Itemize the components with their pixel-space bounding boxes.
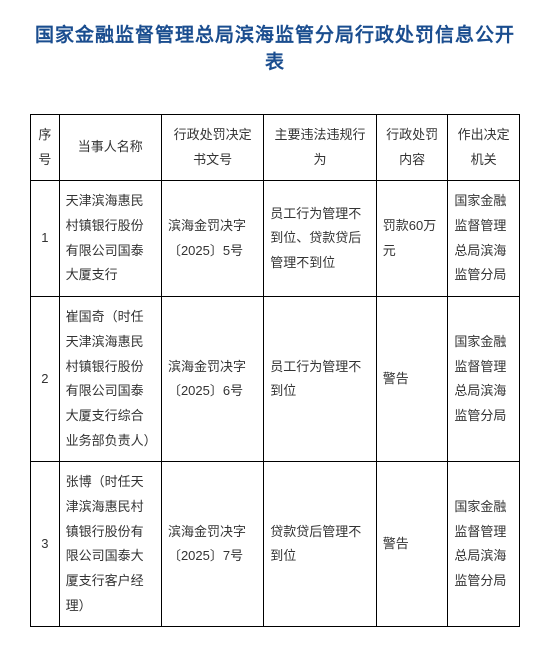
cell-docno: 滨海金罚决字〔2025〕7号 xyxy=(161,462,263,627)
cell-penalty: 罚款60万元 xyxy=(376,181,448,297)
cell-docno: 滨海金罚决字〔2025〕6号 xyxy=(161,297,263,462)
col-header-seq: 序号 xyxy=(31,115,60,181)
col-header-authority: 作出决定机关 xyxy=(448,115,520,181)
cell-docno: 滨海金罚决字〔2025〕5号 xyxy=(161,181,263,297)
cell-penalty: 警告 xyxy=(376,297,448,462)
table-row: 1 天津滨海惠民村镇银行股份有限公司国泰大厦支行 滨海金罚决字〔2025〕5号 … xyxy=(31,181,520,297)
table-header-row: 序号 当事人名称 行政处罚决定书文号 主要违法违规行为 行政处罚内容 作出决定机… xyxy=(31,115,520,181)
page-title: 国家金融监督管理总局滨海监管分局行政处罚信息公开表 xyxy=(30,20,520,74)
cell-authority: 国家金融监督管理总局滨海监管分局 xyxy=(448,181,520,297)
cell-name: 崔国奇（时任天津滨海惠民村镇银行股份有限公司国泰大厦支行综合业务部负责人） xyxy=(59,297,161,462)
cell-violation: 员工行为管理不到位 xyxy=(264,297,377,462)
cell-name: 张博（时任天津滨海惠民村镇银行股份有限公司国泰大厦支行客户经理） xyxy=(59,462,161,627)
cell-name: 天津滨海惠民村镇银行股份有限公司国泰大厦支行 xyxy=(59,181,161,297)
table-row: 3 张博（时任天津滨海惠民村镇银行股份有限公司国泰大厦支行客户经理） 滨海金罚决… xyxy=(31,462,520,627)
cell-seq: 2 xyxy=(31,297,60,462)
cell-seq: 3 xyxy=(31,462,60,627)
cell-seq: 1 xyxy=(31,181,60,297)
penalty-table: 序号 当事人名称 行政处罚决定书文号 主要违法违规行为 行政处罚内容 作出决定机… xyxy=(30,114,520,627)
cell-violation: 员工行为管理不到位、贷款贷后管理不到位 xyxy=(264,181,377,297)
table-row: 2 崔国奇（时任天津滨海惠民村镇银行股份有限公司国泰大厦支行综合业务部负责人） … xyxy=(31,297,520,462)
cell-authority: 国家金融监督管理总局滨海监管分局 xyxy=(448,462,520,627)
col-header-docno: 行政处罚决定书文号 xyxy=(161,115,263,181)
col-header-violation: 主要违法违规行为 xyxy=(264,115,377,181)
cell-penalty: 警告 xyxy=(376,462,448,627)
col-header-penalty: 行政处罚内容 xyxy=(376,115,448,181)
col-header-name: 当事人名称 xyxy=(59,115,161,181)
cell-authority: 国家金融监督管理总局滨海监管分局 xyxy=(448,297,520,462)
cell-violation: 贷款贷后管理不到位 xyxy=(264,462,377,627)
